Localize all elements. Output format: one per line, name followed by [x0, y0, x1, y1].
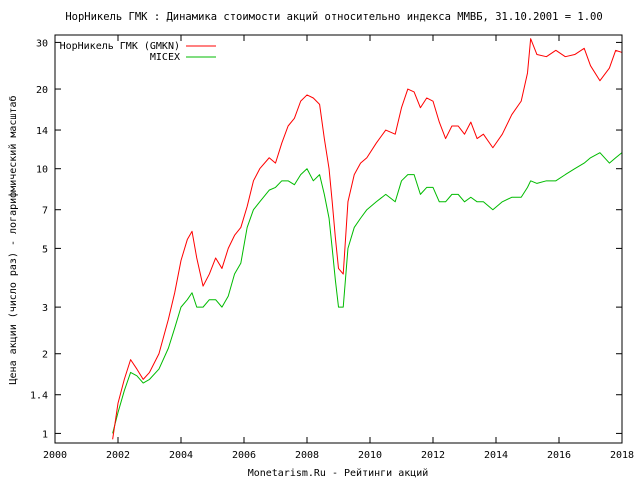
y-tick-label: 30	[36, 38, 48, 49]
x-tick-label: 2002	[106, 450, 130, 461]
x-tick-label: 2004	[169, 450, 193, 461]
legend-label: MICEX	[150, 52, 180, 63]
x-tick-label: 2018	[610, 450, 634, 461]
x-tick-label: 2010	[358, 450, 382, 461]
x-tick-label: 2000	[43, 450, 67, 461]
x-tick-label: 2014	[484, 450, 508, 461]
plot-area	[112, 38, 623, 440]
y-tick-label: 1.4	[30, 391, 48, 402]
plot-frame	[54, 34, 623, 444]
series-line-gmkn	[112, 38, 623, 440]
y-tick-label: 2	[42, 350, 48, 361]
chart-title: НорНикель ГМК : Динамика стоимости акций…	[65, 11, 602, 23]
legend-label: НорНикель ГМК (GMKN)	[60, 41, 180, 52]
legend: НорНикель ГМК (GMKN)MICEX	[60, 41, 216, 63]
x-tick-label: 2016	[547, 450, 571, 461]
x-tick-label: 2012	[421, 450, 445, 461]
x-axis-label: Monetarism.Ru - Рейтинги акций	[248, 467, 429, 479]
x-tick-label: 2006	[232, 450, 256, 461]
y-tick-label: 20	[36, 85, 48, 96]
y-tick-label: 5	[42, 244, 48, 255]
x-tick-label: 2008	[295, 450, 319, 461]
y-tick-label: 14	[36, 126, 48, 137]
series-line-micex	[112, 152, 623, 434]
y-axis-label: Цена акции (число раз) - логарифмический…	[7, 96, 19, 385]
y-tick-label: 1	[42, 429, 48, 440]
y-tick-label: 7	[42, 206, 48, 217]
y-tick-label: 10	[36, 165, 48, 176]
y-tick-label: 3	[42, 303, 48, 314]
